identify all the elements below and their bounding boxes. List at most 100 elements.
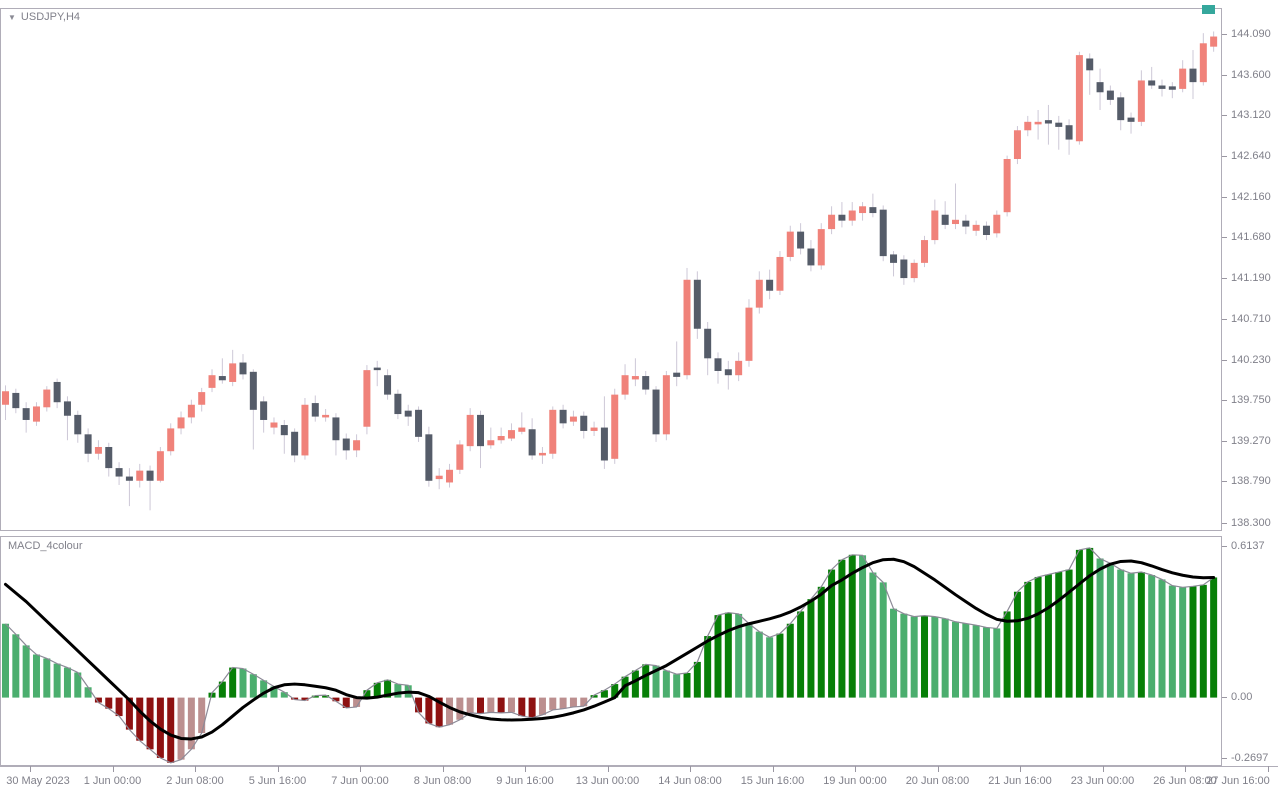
macd-histogram-bar <box>446 697 454 725</box>
macd-histogram-bar <box>890 608 898 698</box>
macd-histogram-bar <box>384 679 392 698</box>
macd-histogram-bar <box>291 697 299 700</box>
candle-bear <box>1168 86 1176 90</box>
scroll-to-end-marker[interactable] <box>1202 5 1215 14</box>
price-axis-label: 144.090 <box>1231 27 1271 40</box>
candle-bear <box>373 367 381 371</box>
price-axis-tick <box>1222 440 1227 442</box>
candle-bear <box>580 415 588 431</box>
symbol-text: USDJPY,H4 <box>20 11 81 23</box>
candle-bear <box>1106 90 1114 100</box>
macd-histogram-bar <box>528 697 536 718</box>
candle-bear <box>115 468 123 477</box>
macd-histogram-bar <box>456 697 464 720</box>
candle-bull <box>910 262 918 279</box>
macd-histogram-bar <box>487 697 495 713</box>
macd-histogram-bar <box>373 682 381 698</box>
macd-histogram-bar <box>1168 585 1176 698</box>
candle-bear <box>239 362 247 375</box>
time-axis-label: 8 Jun 08:00 <box>413 775 472 787</box>
macd-histogram-bar <box>249 674 257 698</box>
candle-bull <box>921 240 929 263</box>
price-axis-tick <box>1222 115 1227 117</box>
candle-bear <box>12 392 20 409</box>
macd-histogram-bar <box>53 663 61 698</box>
candle-bear <box>900 259 908 279</box>
macd-histogram-bar <box>322 695 330 698</box>
price-chart-canvas[interactable] <box>0 0 1222 534</box>
candle-bull <box>136 470 144 481</box>
macd-histogram-bar <box>993 628 1001 698</box>
candle-bear <box>384 375 392 395</box>
time-axis-label: 21 Jun 16:00 <box>988 775 1052 787</box>
candle-bull <box>167 428 175 452</box>
candle-bull <box>301 404 309 456</box>
candle-bull <box>1003 158 1011 213</box>
time-axis-label: 30 May 2023 <box>6 775 70 787</box>
candle-bear <box>704 328 712 359</box>
candle-bull <box>487 440 495 446</box>
macd-histogram-bar <box>745 623 753 698</box>
macd-chart-canvas[interactable] <box>0 536 1222 766</box>
candle-bull <box>755 279 763 308</box>
symbol-dropdown-icon[interactable]: ▼ <box>8 13 16 22</box>
candle-bear <box>63 401 71 416</box>
time-axis-tick <box>1267 766 1269 772</box>
candle-bull <box>1179 68 1187 89</box>
candle-bull <box>198 392 206 405</box>
macd-histogram-bar <box>766 637 774 698</box>
macd-histogram-bar <box>549 697 557 710</box>
symbol-label[interactable]: ▼ USDJPY,H4 <box>8 11 80 23</box>
macd-histogram-bar <box>797 611 805 698</box>
macd-histogram-bar <box>301 697 309 701</box>
macd-histogram-bar <box>962 623 970 698</box>
time-axis-label: 2 Jun 08:00 <box>166 775 224 787</box>
macd-histogram-bar <box>435 697 443 728</box>
macd-histogram-bar <box>342 697 350 708</box>
candle-bear <box>559 409 567 424</box>
price-axis-label: 138.790 <box>1231 475 1271 488</box>
time-axis-tick <box>690 766 691 772</box>
macd-histogram-bar <box>22 645 30 698</box>
macd-axis-label: 0.00 <box>1231 691 1253 704</box>
macd-histogram-bar <box>910 616 918 698</box>
time-axis-tick <box>1020 766 1021 772</box>
candle-bull <box>322 414 330 418</box>
macd-axis-tick <box>1222 546 1227 547</box>
macd-histogram-bar <box>1137 572 1145 698</box>
candle-bull <box>507 430 515 439</box>
macd-histogram-bar <box>218 681 226 698</box>
candle-bear <box>962 220 970 227</box>
time-axis-tick <box>442 766 444 772</box>
candle-bear <box>1117 97 1125 121</box>
candle-bull <box>466 414 474 447</box>
candle-bear <box>673 372 681 377</box>
macd-histogram-bar <box>476 697 484 714</box>
candle-bull <box>786 231 794 257</box>
time-axis-label: 27 Jun 16:00 <box>1206 775 1270 787</box>
macd-histogram-bar <box>559 697 567 709</box>
macd-histogram-bar <box>94 697 102 703</box>
time-axis-tick <box>772 766 774 772</box>
macd-histogram-bar <box>1117 569 1125 698</box>
candle-bear <box>260 401 268 420</box>
time-axis-tick <box>195 766 196 772</box>
macd-histogram-bar <box>1013 591 1021 698</box>
candle-bull <box>1137 80 1145 122</box>
macd-histogram-bar <box>63 667 71 698</box>
candle-bull <box>518 427 526 432</box>
candle-bull <box>208 375 216 388</box>
macd-panel-border <box>0 536 1222 766</box>
macd-histogram-bar <box>260 680 268 698</box>
macd-histogram-bar <box>951 621 959 698</box>
candle-bear <box>1044 120 1052 124</box>
candle-bear <box>879 209 887 257</box>
macd-histogram-bar <box>673 674 681 698</box>
candle-bear <box>1096 82 1104 93</box>
candle-bull <box>549 409 557 454</box>
time-axis-tick <box>1102 766 1104 772</box>
candle-bear <box>1127 117 1135 122</box>
price-axis-tick <box>1222 318 1227 320</box>
macd-histogram-bar <box>693 661 701 698</box>
